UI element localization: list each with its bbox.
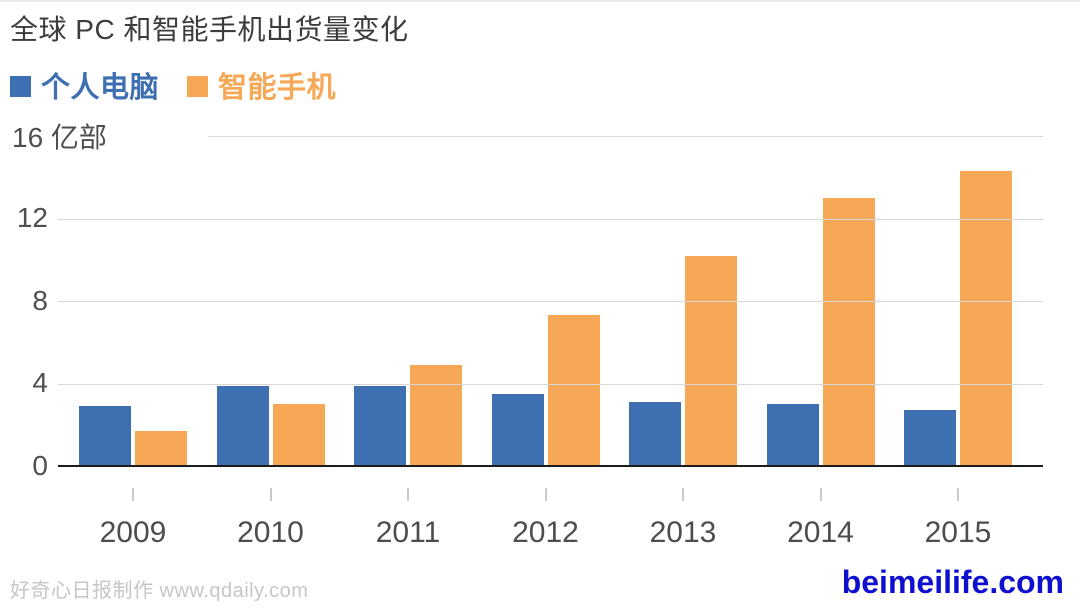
x-label-2014: 2014 xyxy=(787,516,854,549)
x-label-2010: 2010 xyxy=(237,516,304,549)
bar-pc-2015 xyxy=(904,410,956,466)
x-label-2011: 2011 xyxy=(375,516,441,549)
bar-group-2009: 2009 xyxy=(78,136,188,549)
legend-item-smartphone: 智能手机 xyxy=(187,64,336,106)
gridline-12 xyxy=(58,218,1043,220)
bar-smartphone-2009 xyxy=(135,430,187,466)
bar-smartphone-2013 xyxy=(685,255,737,466)
bar-smartphone-2010 xyxy=(272,404,325,466)
bar-group-2015: 2015 xyxy=(903,136,1013,549)
x-tick-2012 xyxy=(544,488,547,501)
x-tick-2014 xyxy=(819,488,822,501)
x-axis-line xyxy=(58,465,1043,467)
legend-swatch-smartphone xyxy=(187,76,209,97)
bar-pc-2010 xyxy=(216,385,269,466)
bar-pc-2013 xyxy=(629,402,681,466)
y-axis-top-label: 16 亿部 xyxy=(12,122,107,153)
plot-area: 2009 2010 2011 2012 2013 2014 2015 xyxy=(58,136,1043,549)
bar-group-2012: 2012 xyxy=(491,136,601,549)
x-label-2009: 2009 xyxy=(99,516,167,549)
y-tick-label-8: 8 xyxy=(32,285,48,316)
bar-pc-2014 xyxy=(766,404,819,466)
bar-smartphone-2012 xyxy=(547,315,600,466)
x-tick-2011 xyxy=(407,488,409,501)
bar-pc-2011 xyxy=(354,385,406,466)
x-tick-2010 xyxy=(269,488,272,501)
gridline-8 xyxy=(58,301,1043,302)
y-tick-label-12: 12 xyxy=(16,202,48,233)
legend-label-smartphone: 智能手机 xyxy=(218,72,337,104)
source-credit: 好奇心日报制作 www.qdaily.com xyxy=(10,580,309,602)
legend-item-pc: 个人电脑 xyxy=(10,64,159,106)
bar-smartphone-2015 xyxy=(960,171,1012,466)
bar-groups: 2009 2010 2011 2012 2013 2014 2015 xyxy=(58,136,1043,549)
bar-smartphone-2014 xyxy=(822,197,875,466)
y-tick-label-4: 4 xyxy=(32,367,48,398)
bar-group-2013: 2013 xyxy=(628,136,738,549)
bar-smartphone-2011 xyxy=(410,364,462,466)
legend: 个人电脑 智能手机 xyxy=(10,64,336,106)
bar-pc-2009 xyxy=(79,406,131,466)
gridline-4 xyxy=(58,383,1043,385)
x-label-2013: 2013 xyxy=(649,516,717,549)
bar-group-2010: 2010 xyxy=(216,136,326,549)
chart-title: 全球 PC 和智能手机出货量变化 xyxy=(10,14,409,45)
x-tick-2013 xyxy=(682,488,684,501)
bar-group-2014: 2014 xyxy=(766,136,876,549)
x-label-2015: 2015 xyxy=(924,516,992,549)
x-tick-2015 xyxy=(957,488,959,501)
top-border-line xyxy=(0,0,1080,2)
x-label-2012: 2012 xyxy=(512,516,579,549)
x-tick-2009 xyxy=(132,488,134,501)
bar-group-2011: 2011 xyxy=(353,136,463,549)
legend-swatch-pc xyxy=(10,76,31,97)
legend-label-pc: 个人电脑 xyxy=(41,72,160,104)
y-tick-label-0: 0 xyxy=(32,450,48,481)
bar-pc-2012 xyxy=(491,393,544,466)
gridline-16 xyxy=(208,136,1043,137)
watermark: beimeilife.com xyxy=(841,564,1064,600)
